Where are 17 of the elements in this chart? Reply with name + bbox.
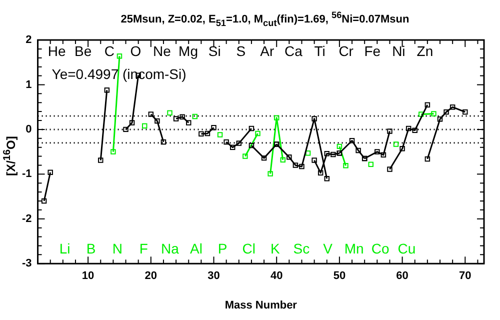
y-tick-label: 1: [26, 78, 32, 91]
x-tick-label: 10: [82, 270, 94, 282]
x-tick-label: 60: [396, 270, 408, 282]
y-tick-label: -2: [22, 212, 32, 225]
x-axis-title: Mass Number: [224, 299, 298, 312]
x-tick-label: 70: [459, 270, 472, 282]
y-tick-label: 0: [26, 123, 32, 136]
text: Li B N F Na Al P Cl K Sc V Mn Co Cu: [59, 240, 416, 256]
x-tick-label: 30: [208, 270, 220, 282]
chart-title: 25Msun, Z=0.02, E$_{51}$=1.0, M$_{cut}$(fin)=1.69, $^{56}$Ni=0.07Msun: [120, 10, 410, 28]
x-tick-label: 40: [270, 270, 283, 282]
x-tick-label: 50: [333, 270, 346, 282]
text: He Be C O Ne Mg Si S Ar Ca Ti Cr Fe Ni Zn: [48, 42, 434, 59]
y-tick-label: -1: [22, 168, 32, 180]
x-tick-label: 20: [144, 270, 158, 282]
y-tick-label: -3: [22, 258, 32, 270]
y-tick-label: 2: [26, 34, 32, 46]
